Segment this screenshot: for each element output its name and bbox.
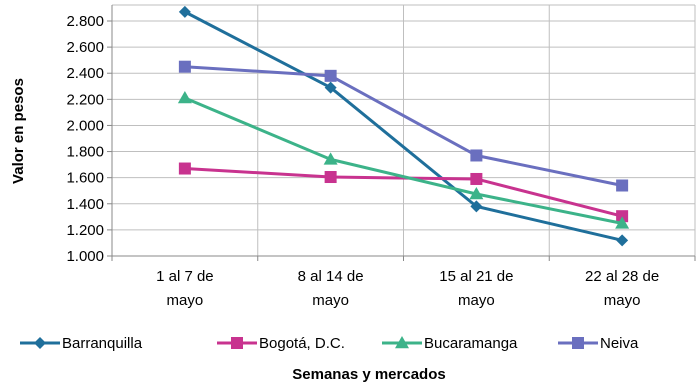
series-2 (177, 91, 630, 229)
data-point (324, 81, 337, 94)
data-point (470, 172, 483, 185)
gridlines (112, 4, 696, 257)
legend-marker (572, 337, 584, 349)
legend-item: Barranquilla (20, 335, 143, 352)
series-lines (177, 5, 630, 247)
y-tick-label: 1.800 (66, 144, 104, 161)
legend-item: Bucaramanga (382, 335, 518, 352)
legend-label: Neiva (600, 335, 639, 352)
y-tick-label: 1.200 (66, 222, 104, 239)
data-point (178, 5, 191, 18)
legend-marker (395, 336, 409, 349)
data-point (470, 200, 483, 213)
legend-item: Bogotá, D.C. (217, 335, 345, 352)
legend-marker (231, 337, 243, 349)
data-point (178, 162, 191, 175)
series-line (184, 65, 623, 187)
y-tick-label: 2.400 (66, 65, 104, 82)
legend-marker (34, 337, 46, 349)
data-point (616, 179, 629, 192)
y-axis-title: Valor en pesos (10, 78, 27, 184)
legend-label: Barranquilla (62, 335, 143, 352)
data-point (616, 210, 629, 223)
y-tick-label: 2.600 (66, 39, 104, 56)
data-point (324, 171, 337, 184)
data-point (470, 149, 483, 162)
legend-item: Neiva (558, 335, 639, 352)
x-axis-title: Semanas y mercados (292, 366, 445, 383)
legend: Barranquilla Bogotá, D.C. Bucaramanga Neiva (20, 335, 639, 352)
data-point (616, 234, 629, 247)
x-tick-label: 1 al 7 de mayo (156, 268, 214, 309)
data-point (615, 216, 630, 229)
data-point (469, 186, 484, 200)
x-tick-label: 22 al 28 de mayo (585, 268, 659, 309)
y-tick-label: 2.000 (66, 117, 104, 134)
legend-label: Bogotá, D.C. (259, 335, 345, 352)
y-tick-label: 1.000 (66, 248, 104, 265)
y-tick-label: 1.400 (66, 196, 104, 213)
x-axis-ticks: 1 al 7 de mayo 8 al 14 de mayo 15 al 21 de ma… (156, 268, 659, 309)
y-tick-label: 1.600 (66, 170, 104, 187)
y-tick-label: 2.800 (66, 13, 104, 30)
series-3 (178, 60, 629, 192)
data-point (177, 91, 192, 104)
legend-label: Bucaramanga (424, 335, 518, 352)
y-axis-ticks: 1.000 1.200 1.400 1.600 1.800 2.000 2.200 2.400… (66, 13, 112, 265)
x-tick-label: 8 al 14 de mayo (298, 268, 364, 309)
y-tick-label: 2.200 (66, 91, 104, 108)
data-point (178, 60, 191, 73)
series-0 (178, 5, 629, 247)
x-tick-label: 15 al 21 de mayo (439, 268, 513, 309)
data-point (323, 152, 338, 165)
series-line (184, 10, 623, 242)
data-point (324, 69, 337, 82)
series-line (184, 96, 623, 225)
